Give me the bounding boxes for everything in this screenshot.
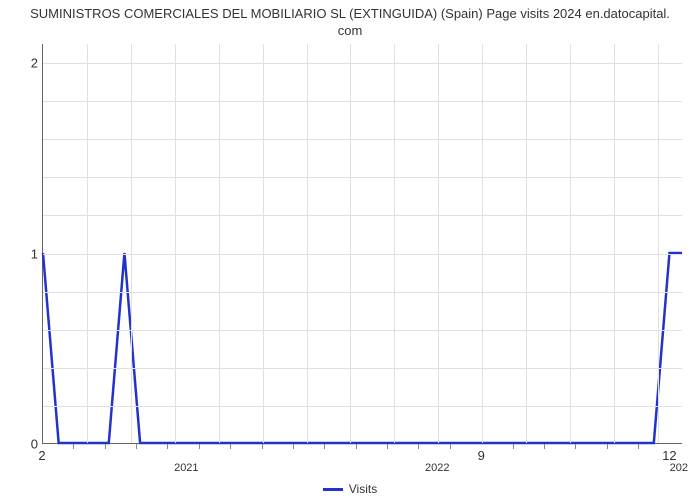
x-minor-tick xyxy=(136,444,137,449)
grid-line-horizontal xyxy=(43,330,682,331)
visits-line xyxy=(43,253,682,443)
x-minor-tick xyxy=(575,444,576,449)
x-minor-tick xyxy=(199,444,200,449)
x-minor-tick xyxy=(167,444,168,449)
grid-line-vertical xyxy=(526,44,527,443)
x-minor-tick xyxy=(544,444,545,449)
x-minor-tick xyxy=(324,444,325,449)
legend: Visits xyxy=(0,482,700,496)
x-year-label: 202 xyxy=(670,462,688,474)
x-tick-label: 9 xyxy=(478,448,485,463)
grid-line-horizontal xyxy=(43,406,682,407)
grid-line-vertical xyxy=(438,44,439,443)
x-year-label: 2022 xyxy=(425,462,449,474)
x-minor-tick xyxy=(262,444,263,449)
grid-line-horizontal xyxy=(43,63,682,64)
x-minor-tick xyxy=(356,444,357,449)
chart-title: SUMINISTROS COMERCIALES DEL MOBILIARIO S… xyxy=(0,0,700,40)
x-minor-tick xyxy=(293,444,294,449)
grid-line-vertical xyxy=(307,44,308,443)
chart-container: SUMINISTROS COMERCIALES DEL MOBILIARIO S… xyxy=(0,0,700,500)
plot-area xyxy=(42,44,682,444)
grid-line-vertical xyxy=(131,44,132,443)
grid-line-vertical xyxy=(482,44,483,443)
x-minor-tick xyxy=(105,444,106,449)
grid-line-horizontal xyxy=(43,215,682,216)
grid-line-horizontal xyxy=(43,139,682,140)
title-line-1: SUMINISTROS COMERCIALES DEL MOBILIARIO S… xyxy=(30,6,670,21)
x-tick-label: 2 xyxy=(38,448,45,463)
x-minor-tick xyxy=(73,444,74,449)
legend-swatch xyxy=(323,488,343,491)
grid-line-horizontal xyxy=(43,177,682,178)
legend-label: Visits xyxy=(349,482,377,496)
x-minor-tick xyxy=(387,444,388,449)
grid-line-horizontal xyxy=(43,101,682,102)
x-minor-tick xyxy=(513,444,514,449)
line-series xyxy=(43,44,682,443)
grid-line-horizontal xyxy=(43,292,682,293)
y-tick-label: 1 xyxy=(31,246,38,261)
grid-line-vertical xyxy=(219,44,220,443)
x-minor-tick xyxy=(450,444,451,449)
grid-line-horizontal xyxy=(43,254,682,255)
grid-line-vertical xyxy=(614,44,615,443)
x-year-label: 2021 xyxy=(174,462,198,474)
grid-line-vertical xyxy=(175,44,176,443)
grid-line-vertical xyxy=(350,44,351,443)
x-minor-tick xyxy=(638,444,639,449)
grid-line-vertical xyxy=(87,44,88,443)
grid-line-vertical xyxy=(658,44,659,443)
x-tick-label: 12 xyxy=(662,448,676,463)
y-tick-label: 2 xyxy=(31,56,38,71)
x-minor-tick xyxy=(607,444,608,449)
grid-line-horizontal xyxy=(43,368,682,369)
grid-line-vertical xyxy=(394,44,395,443)
grid-line-vertical xyxy=(570,44,571,443)
y-tick-label: 0 xyxy=(31,437,38,452)
x-minor-tick xyxy=(418,444,419,449)
x-minor-tick xyxy=(230,444,231,449)
title-line-2: com xyxy=(338,23,363,38)
grid-line-vertical xyxy=(263,44,264,443)
